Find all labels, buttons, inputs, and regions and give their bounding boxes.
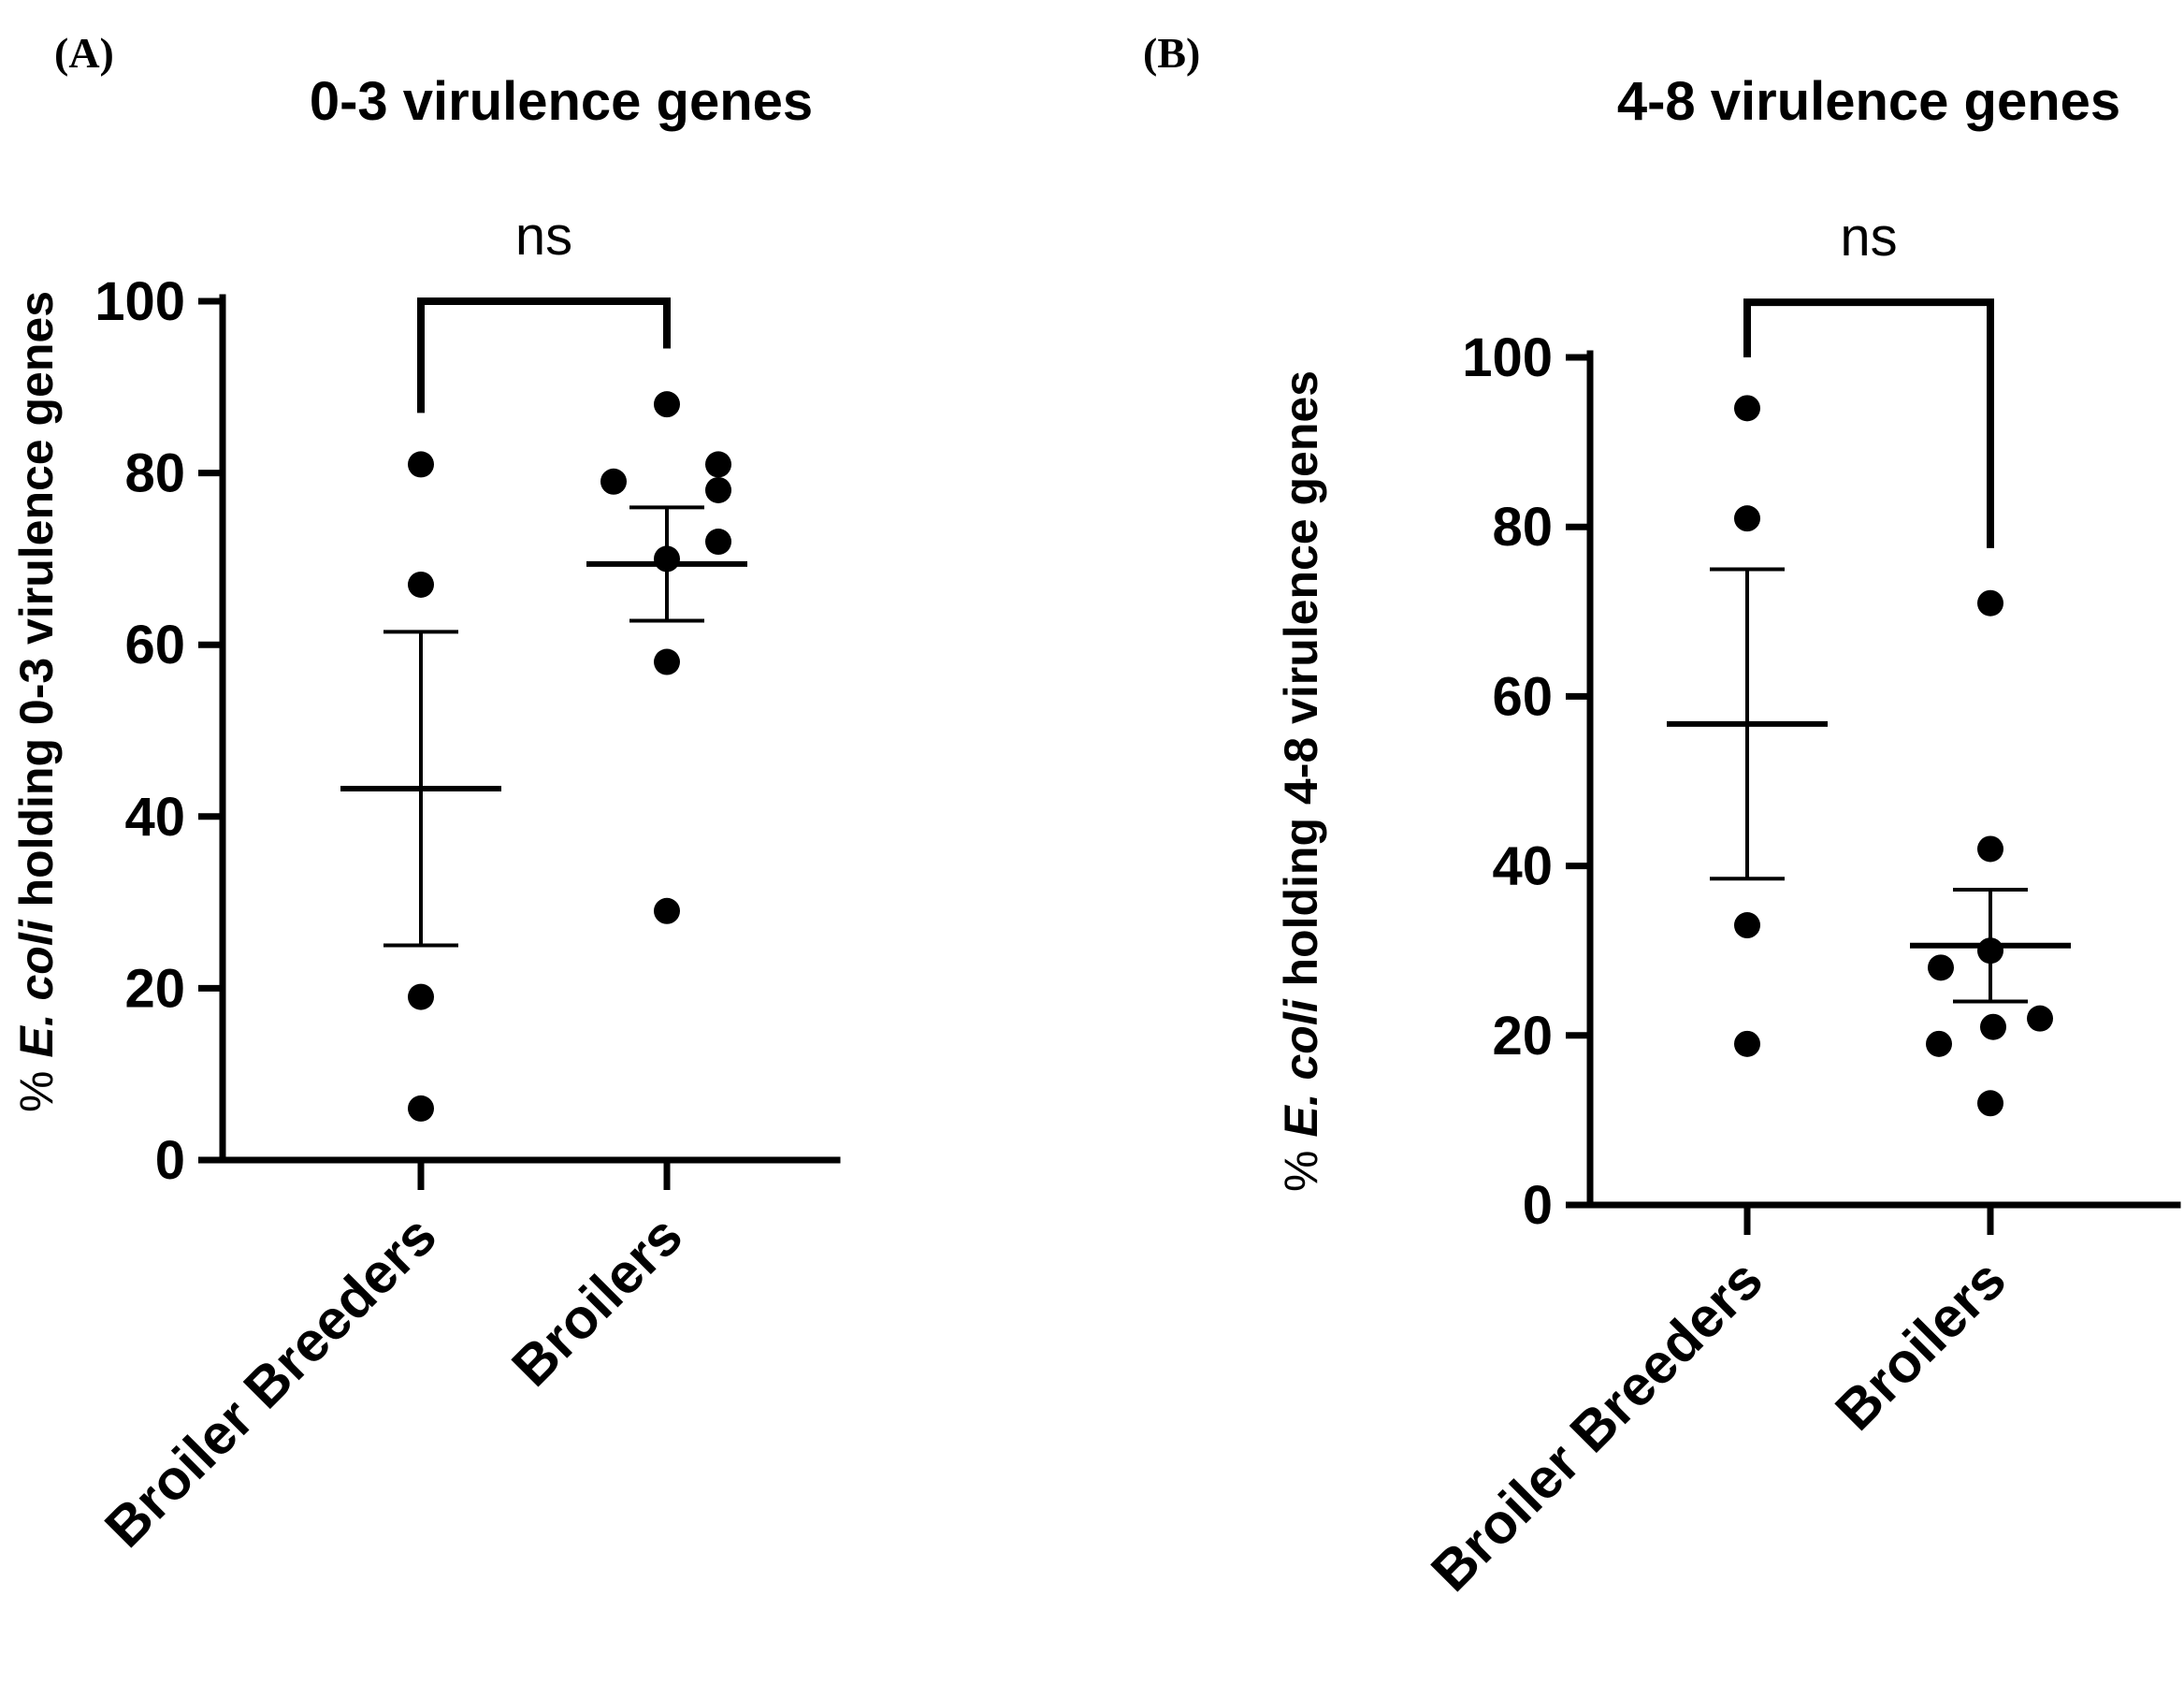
data-point bbox=[654, 545, 680, 573]
x-category-label: Broiler Breeders bbox=[1419, 1248, 1774, 1603]
y-tick-label: 80 bbox=[1492, 497, 1553, 558]
data-point bbox=[1980, 1013, 2006, 1040]
y-tick-label: 20 bbox=[1492, 1006, 1553, 1066]
y-tick-label: 40 bbox=[124, 787, 185, 848]
panel-a-x-ticks bbox=[417, 1160, 671, 1190]
significance-bracket bbox=[417, 297, 671, 413]
data-point bbox=[705, 529, 731, 556]
y-tick-label: 20 bbox=[124, 958, 185, 1019]
data-point bbox=[654, 391, 680, 418]
panel-a-ylabel: % E. coli holding 0-3 virulence genes bbox=[10, 291, 63, 1112]
x-category-label: Broilers bbox=[1823, 1248, 2018, 1443]
data-point bbox=[1734, 505, 1760, 532]
panel-b-significance: ns bbox=[1743, 207, 1994, 548]
y-tick-label: 0 bbox=[155, 1130, 185, 1191]
data-point bbox=[2027, 1005, 2053, 1032]
panel-b-category-labels: Broiler Breeders Broilers bbox=[1419, 1248, 2018, 1603]
y-tick-label: 100 bbox=[94, 271, 185, 332]
panel-a-error-bars bbox=[340, 505, 747, 948]
x-category-label: Broilers bbox=[499, 1204, 694, 1399]
panel-b-y-ticks: 0 20 40 60 80 100 bbox=[1462, 327, 1590, 1236]
y-tick-label: 100 bbox=[1462, 327, 1553, 388]
significance-bracket bbox=[1743, 298, 1994, 548]
y-tick-label: 80 bbox=[124, 443, 185, 504]
data-point bbox=[1926, 1030, 1952, 1057]
panel-b: (B) 4-8 virulence genes % E. coli holdin… bbox=[1143, 29, 2181, 1603]
data-point bbox=[1734, 395, 1760, 422]
data-point bbox=[408, 983, 434, 1010]
panel-b-error-bars bbox=[1667, 567, 2071, 1004]
panel-b-x-ticks bbox=[1743, 1205, 1994, 1235]
data-point bbox=[1977, 937, 2003, 965]
panel-b-ylabel: % E. coli holding 4-8 virulence genes bbox=[1275, 370, 1327, 1192]
x-category-label: Broiler Breeders bbox=[93, 1204, 448, 1560]
data-point bbox=[408, 1095, 434, 1122]
data-point bbox=[408, 571, 434, 598]
data-point bbox=[654, 648, 680, 675]
panel-a-category-labels: Broiler Breeders Broilers bbox=[93, 1204, 694, 1560]
data-point bbox=[408, 451, 434, 478]
data-point bbox=[1734, 1030, 1760, 1057]
significance-label: ns bbox=[1840, 207, 1897, 268]
y-tick-label: 0 bbox=[1523, 1175, 1553, 1236]
data-point bbox=[1977, 589, 2003, 617]
y-tick-label: 60 bbox=[124, 615, 185, 675]
panel-a-title: 0-3 virulence genes bbox=[310, 71, 813, 132]
data-point bbox=[1977, 835, 2003, 863]
data-point bbox=[1977, 1090, 2003, 1117]
panel-a-significance: ns bbox=[417, 206, 671, 413]
data-point bbox=[654, 897, 680, 924]
data-point bbox=[1734, 912, 1760, 939]
panel-b-points bbox=[1734, 395, 2053, 1117]
panel-b-title: 4-8 virulence genes bbox=[1617, 71, 2120, 132]
data-point bbox=[1928, 954, 1954, 981]
panel-a-y-ticks: 0 20 40 60 80 100 bbox=[94, 271, 223, 1191]
data-point bbox=[705, 451, 731, 478]
y-tick-label: 40 bbox=[1492, 836, 1553, 897]
y-tick-label: 60 bbox=[1492, 666, 1553, 727]
panel-a-label: (A) bbox=[54, 29, 114, 77]
panel-b-label: (B) bbox=[1143, 29, 1200, 77]
data-point bbox=[705, 476, 731, 503]
panel-a-points bbox=[408, 391, 731, 1122]
significance-label: ns bbox=[515, 206, 572, 267]
panel-a: (A) 0-3 virulence genes % E. coli holdin… bbox=[10, 29, 841, 1560]
data-point bbox=[600, 468, 627, 495]
